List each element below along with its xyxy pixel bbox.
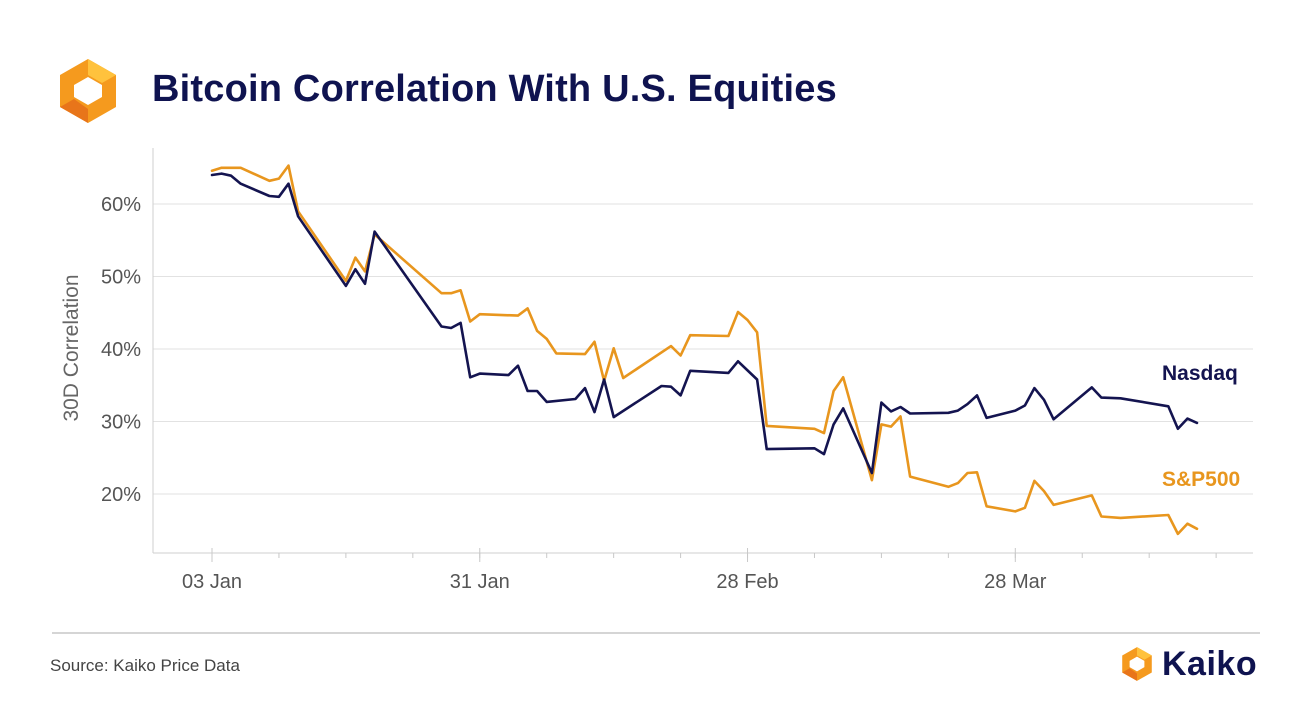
x-tick-label: 03 Jan <box>182 571 242 593</box>
legend-label-nasdaq: Nasdaq <box>1162 362 1238 385</box>
kaiko-hexagon-icon <box>1122 647 1152 681</box>
x-tick-label: 28 Feb <box>716 571 778 593</box>
y-tick-label: 60% <box>101 194 141 216</box>
series-line-sp500 <box>210 164 1199 536</box>
source-note: Source: Kaiko Price Data <box>50 656 240 675</box>
y-tick-label: 20% <box>101 484 141 506</box>
y-tick-label: 30% <box>101 412 141 434</box>
x-tick-label: 28 Mar <box>984 571 1047 593</box>
y-axis-ticks: 20% 30% 40% 50% 60% <box>101 194 141 506</box>
series-layer <box>210 164 1199 536</box>
brand-name: Kaiko <box>1162 644 1258 683</box>
kaiko-logo-icon <box>60 59 116 123</box>
x-axis-ticks: 03 Jan 31 Jan 28 Feb 28 Mar <box>182 548 1217 593</box>
footer-divider <box>52 632 1260 634</box>
y-tick-label: 50% <box>101 267 141 289</box>
y-axis-label: 30D Correlation <box>60 274 83 421</box>
series-line-nasdaq <box>210 172 1199 475</box>
legend-label-sp500: S&P500 <box>1162 468 1240 491</box>
chart-title: Bitcoin Correlation With U.S. Equities <box>152 68 837 110</box>
brand-logo: Kaiko <box>1118 644 1257 684</box>
gridlines <box>153 203 1253 495</box>
x-tick-label: 31 Jan <box>450 571 510 593</box>
y-tick-label: 40% <box>101 339 141 361</box>
